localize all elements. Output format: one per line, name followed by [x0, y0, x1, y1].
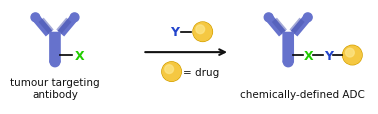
Circle shape	[162, 62, 181, 82]
Circle shape	[193, 23, 212, 42]
Text: tumour targeting
antibody: tumour targeting antibody	[10, 78, 100, 99]
Polygon shape	[290, 18, 305, 35]
Circle shape	[50, 57, 60, 67]
Polygon shape	[291, 15, 311, 37]
Text: = drug: = drug	[183, 67, 220, 77]
Circle shape	[165, 65, 174, 74]
Polygon shape	[57, 15, 78, 37]
Text: X: X	[304, 49, 313, 62]
Circle shape	[343, 47, 361, 65]
Circle shape	[163, 63, 181, 81]
Circle shape	[304, 14, 312, 22]
Circle shape	[70, 14, 79, 22]
Text: chemically-defined ADC: chemically-defined ADC	[240, 89, 365, 99]
Circle shape	[345, 49, 354, 57]
Text: X: X	[74, 49, 84, 62]
Circle shape	[31, 14, 40, 22]
Circle shape	[284, 57, 293, 67]
Polygon shape	[32, 15, 53, 37]
Polygon shape	[265, 15, 286, 37]
Circle shape	[196, 26, 204, 34]
Polygon shape	[56, 18, 71, 35]
Circle shape	[342, 46, 362, 65]
Text: Y: Y	[324, 49, 333, 62]
Text: Y: Y	[170, 26, 180, 39]
Circle shape	[264, 14, 273, 22]
Polygon shape	[39, 18, 54, 35]
FancyBboxPatch shape	[282, 32, 294, 63]
Circle shape	[194, 23, 212, 41]
Polygon shape	[272, 18, 287, 35]
FancyBboxPatch shape	[49, 32, 61, 63]
